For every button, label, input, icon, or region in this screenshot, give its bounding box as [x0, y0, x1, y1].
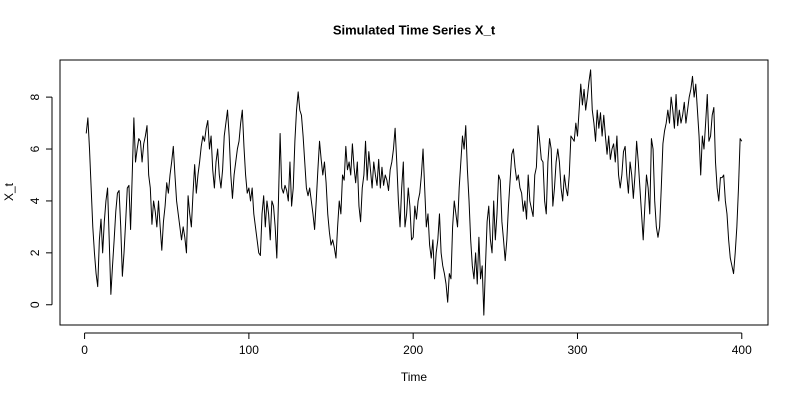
y-tick-label: 0: [28, 301, 42, 308]
plot-box: [59, 59, 769, 326]
x-tick-label: 100: [239, 343, 259, 357]
x-tick-label: 200: [403, 343, 423, 357]
y-axis-label: X_t: [2, 182, 16, 201]
y-tick-label: 6: [28, 145, 42, 152]
x-tick-label: 0: [81, 343, 88, 357]
x-tick-label: 400: [732, 343, 752, 357]
chart-title: Simulated Time Series X_t: [333, 22, 496, 37]
x-axis-label: Time: [401, 370, 428, 384]
series-line: [85, 69, 743, 316]
y-tick-label: 4: [28, 197, 42, 204]
x-tick-label: 300: [567, 343, 587, 357]
y-tick-label: 2: [28, 249, 42, 256]
y-tick-label: 8: [28, 93, 42, 100]
